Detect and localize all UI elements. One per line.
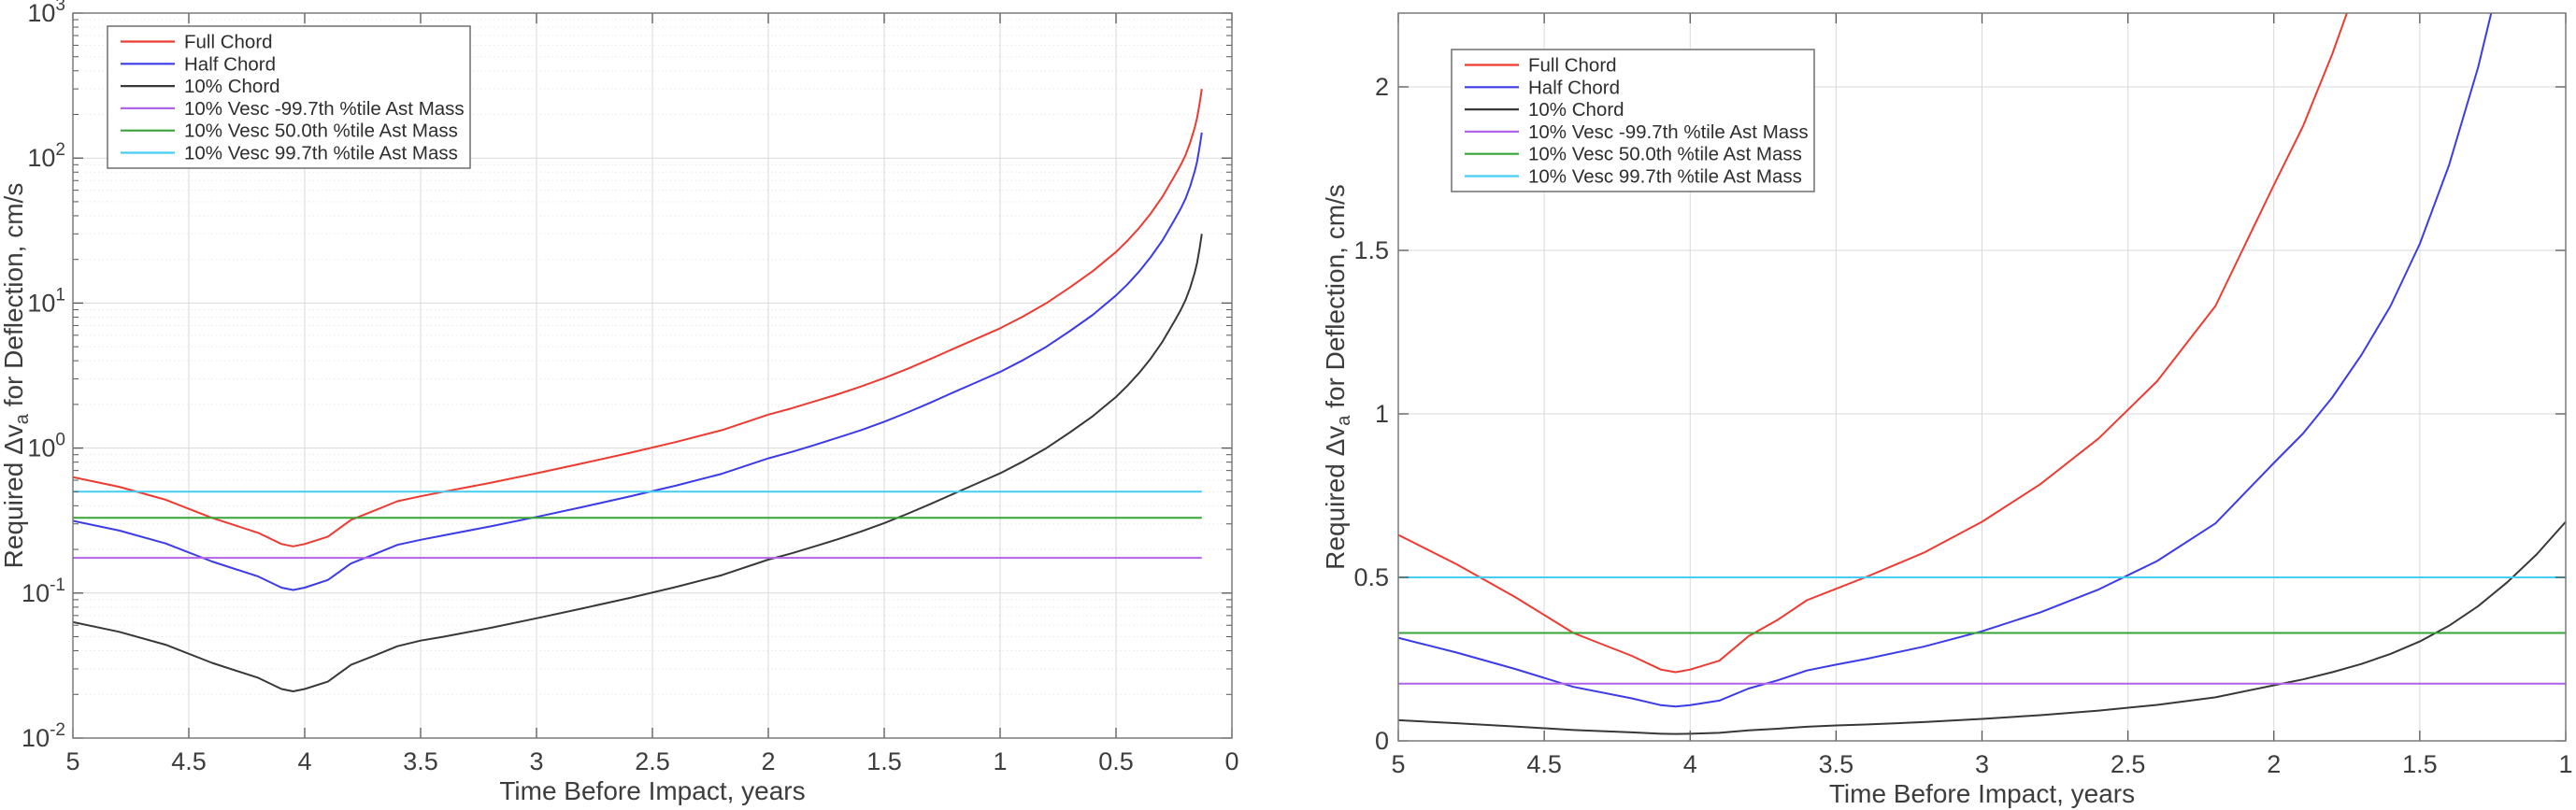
y-tick-label: 0: [1375, 727, 1389, 755]
legend-item: 10% Vesc 99.7th %tile Ast Mass: [121, 143, 458, 164]
x-tick-label: 1: [2558, 750, 2572, 778]
legend-item-label: Full Chord: [184, 32, 273, 53]
legend-item-label: 10% Chord: [1528, 99, 1624, 121]
legend-item: Half Chord: [121, 53, 276, 75]
x-tick-label: 0.5: [1098, 747, 1134, 775]
x-tick-label: 4: [1683, 750, 1697, 778]
y-tick-label: 102: [27, 140, 65, 172]
y-tick-label: 100: [27, 431, 65, 462]
x-tick-label: 4.5: [1526, 750, 1562, 778]
x-tick-label: 3: [529, 747, 543, 775]
legend-item-label: 10% Vesc -99.7th %tile Ast Mass: [184, 98, 465, 120]
legend-item: 10% Vesc -99.7th %tile Ast Mass: [1465, 121, 1809, 143]
x-tick-label: 3: [1975, 750, 1989, 778]
legend-box: [107, 25, 471, 169]
y-axis-label: Required Δva for Deflection, cm/s: [1321, 184, 1354, 570]
x-tick-label: 2.5: [635, 747, 670, 775]
legend-item-label: 10% Vesc 50.0th %tile Ast Mass: [1528, 144, 1802, 165]
chart-panel-linear: 5 4.5 4 3.5 3 2.5 2 1.5 1 0 0.5 1 1.5 2 Time Before Im…: [1288, 0, 2576, 810]
legend-item: Half Chord: [1465, 77, 1620, 98]
x-axis-label: Time Before Impact, years: [499, 776, 805, 805]
legend-item-label: Half Chord: [1528, 77, 1620, 98]
x-axis-label: Time Before Impact, years: [1829, 779, 2135, 808]
x-tick-label: 2.5: [2111, 750, 2146, 778]
x-tick-label: 5: [1391, 750, 1405, 778]
series-line-ten-pct-chord: [1398, 519, 2566, 735]
series-line-ten-pct-chord: [73, 234, 1203, 692]
x-tick-label: 3.5: [403, 747, 438, 775]
x-tick-label: 1.5: [2402, 750, 2438, 778]
chart-panel-log: 5 4.5 4 3.5 3 2.5 2 1.5 1 0.5 0 103 102 101 100 10-1 10-…: [0, 0, 1239, 805]
x-tick-label: 2: [761, 747, 775, 775]
y-tick-label: 1.5: [1353, 236, 1389, 264]
x-tick-label: 4: [297, 747, 311, 775]
legend-item-label: 10% Vesc 99.7th %tile Ast Mass: [184, 143, 458, 164]
legend-item: 10% Chord: [1465, 99, 1624, 121]
x-tick-label: 5: [65, 747, 79, 775]
series-line-half-chord: [73, 132, 1203, 591]
legend-item: Full Chord: [121, 32, 273, 53]
y-tick-label: 0.5: [1353, 563, 1389, 591]
y-tick-label: 101: [27, 285, 65, 317]
legend-item: 10% Vesc 99.7th %tile Ast Mass: [1465, 166, 1802, 188]
x-tick-label: 1.5: [866, 747, 902, 775]
y-tick-label: 2: [1375, 73, 1389, 101]
series-group: [73, 89, 1203, 692]
x-tick-label: 2: [2267, 750, 2281, 778]
legend-item: 10% Vesc -99.7th %tile Ast Mass: [121, 98, 465, 120]
y-tick-label: 103: [27, 0, 65, 27]
legend-item: Full Chord: [1465, 55, 1617, 77]
legend-item-label: Half Chord: [184, 53, 276, 75]
x-tick-label: 1: [993, 747, 1007, 775]
legend-item-label: 10% Vesc 50.0th %tile Ast Mass: [184, 121, 458, 142]
legend-item-label: Full Chord: [1528, 55, 1617, 77]
y-axis-label: Required Δva for Deflection, cm/s: [0, 183, 33, 569]
legend-item-label: 10% Chord: [184, 76, 280, 97]
legend-item-label: 10% Vesc 99.7th %tile Ast Mass: [1528, 166, 1802, 188]
series-line-full-chord: [73, 89, 1203, 547]
series-group: [1398, 13, 2566, 735]
legend-box: [1451, 49, 1815, 192]
x-tick-label: 3.5: [1819, 750, 1854, 778]
legend-item: 10% Chord: [121, 76, 280, 97]
plot-border: [72, 12, 1233, 739]
y-tick-label: 1: [1375, 400, 1389, 428]
x-tick-label: 4.5: [171, 747, 207, 775]
series-line-full-chord: [1398, 13, 2348, 674]
deflection-dv-log-chart: 5 4.5 4 3.5 3 2.5 2 1.5 1 0.5 0 103 102 101 100 10-1 10-…: [0, 0, 1239, 805]
plot-border: [1397, 12, 2567, 742]
series-line-half-chord: [1398, 13, 2493, 708]
deflection-dv-linear-chart: 5 4.5 4 3.5 3 2.5 2 1.5 1 0 0.5 1 1.5 2 Time Before Im…: [1321, 12, 2573, 808]
legend-item-label: 10% Vesc -99.7th %tile Ast Mass: [1528, 121, 1809, 143]
legend-item: 10% Vesc 50.0th %tile Ast Mass: [1465, 144, 1802, 165]
legend-item: 10% Vesc 50.0th %tile Ast Mass: [121, 121, 458, 142]
y-tick-label: 10-1: [21, 576, 65, 607]
y-tick-label: 10-2: [21, 720, 65, 752]
x-tick-label: 0: [1224, 747, 1238, 775]
